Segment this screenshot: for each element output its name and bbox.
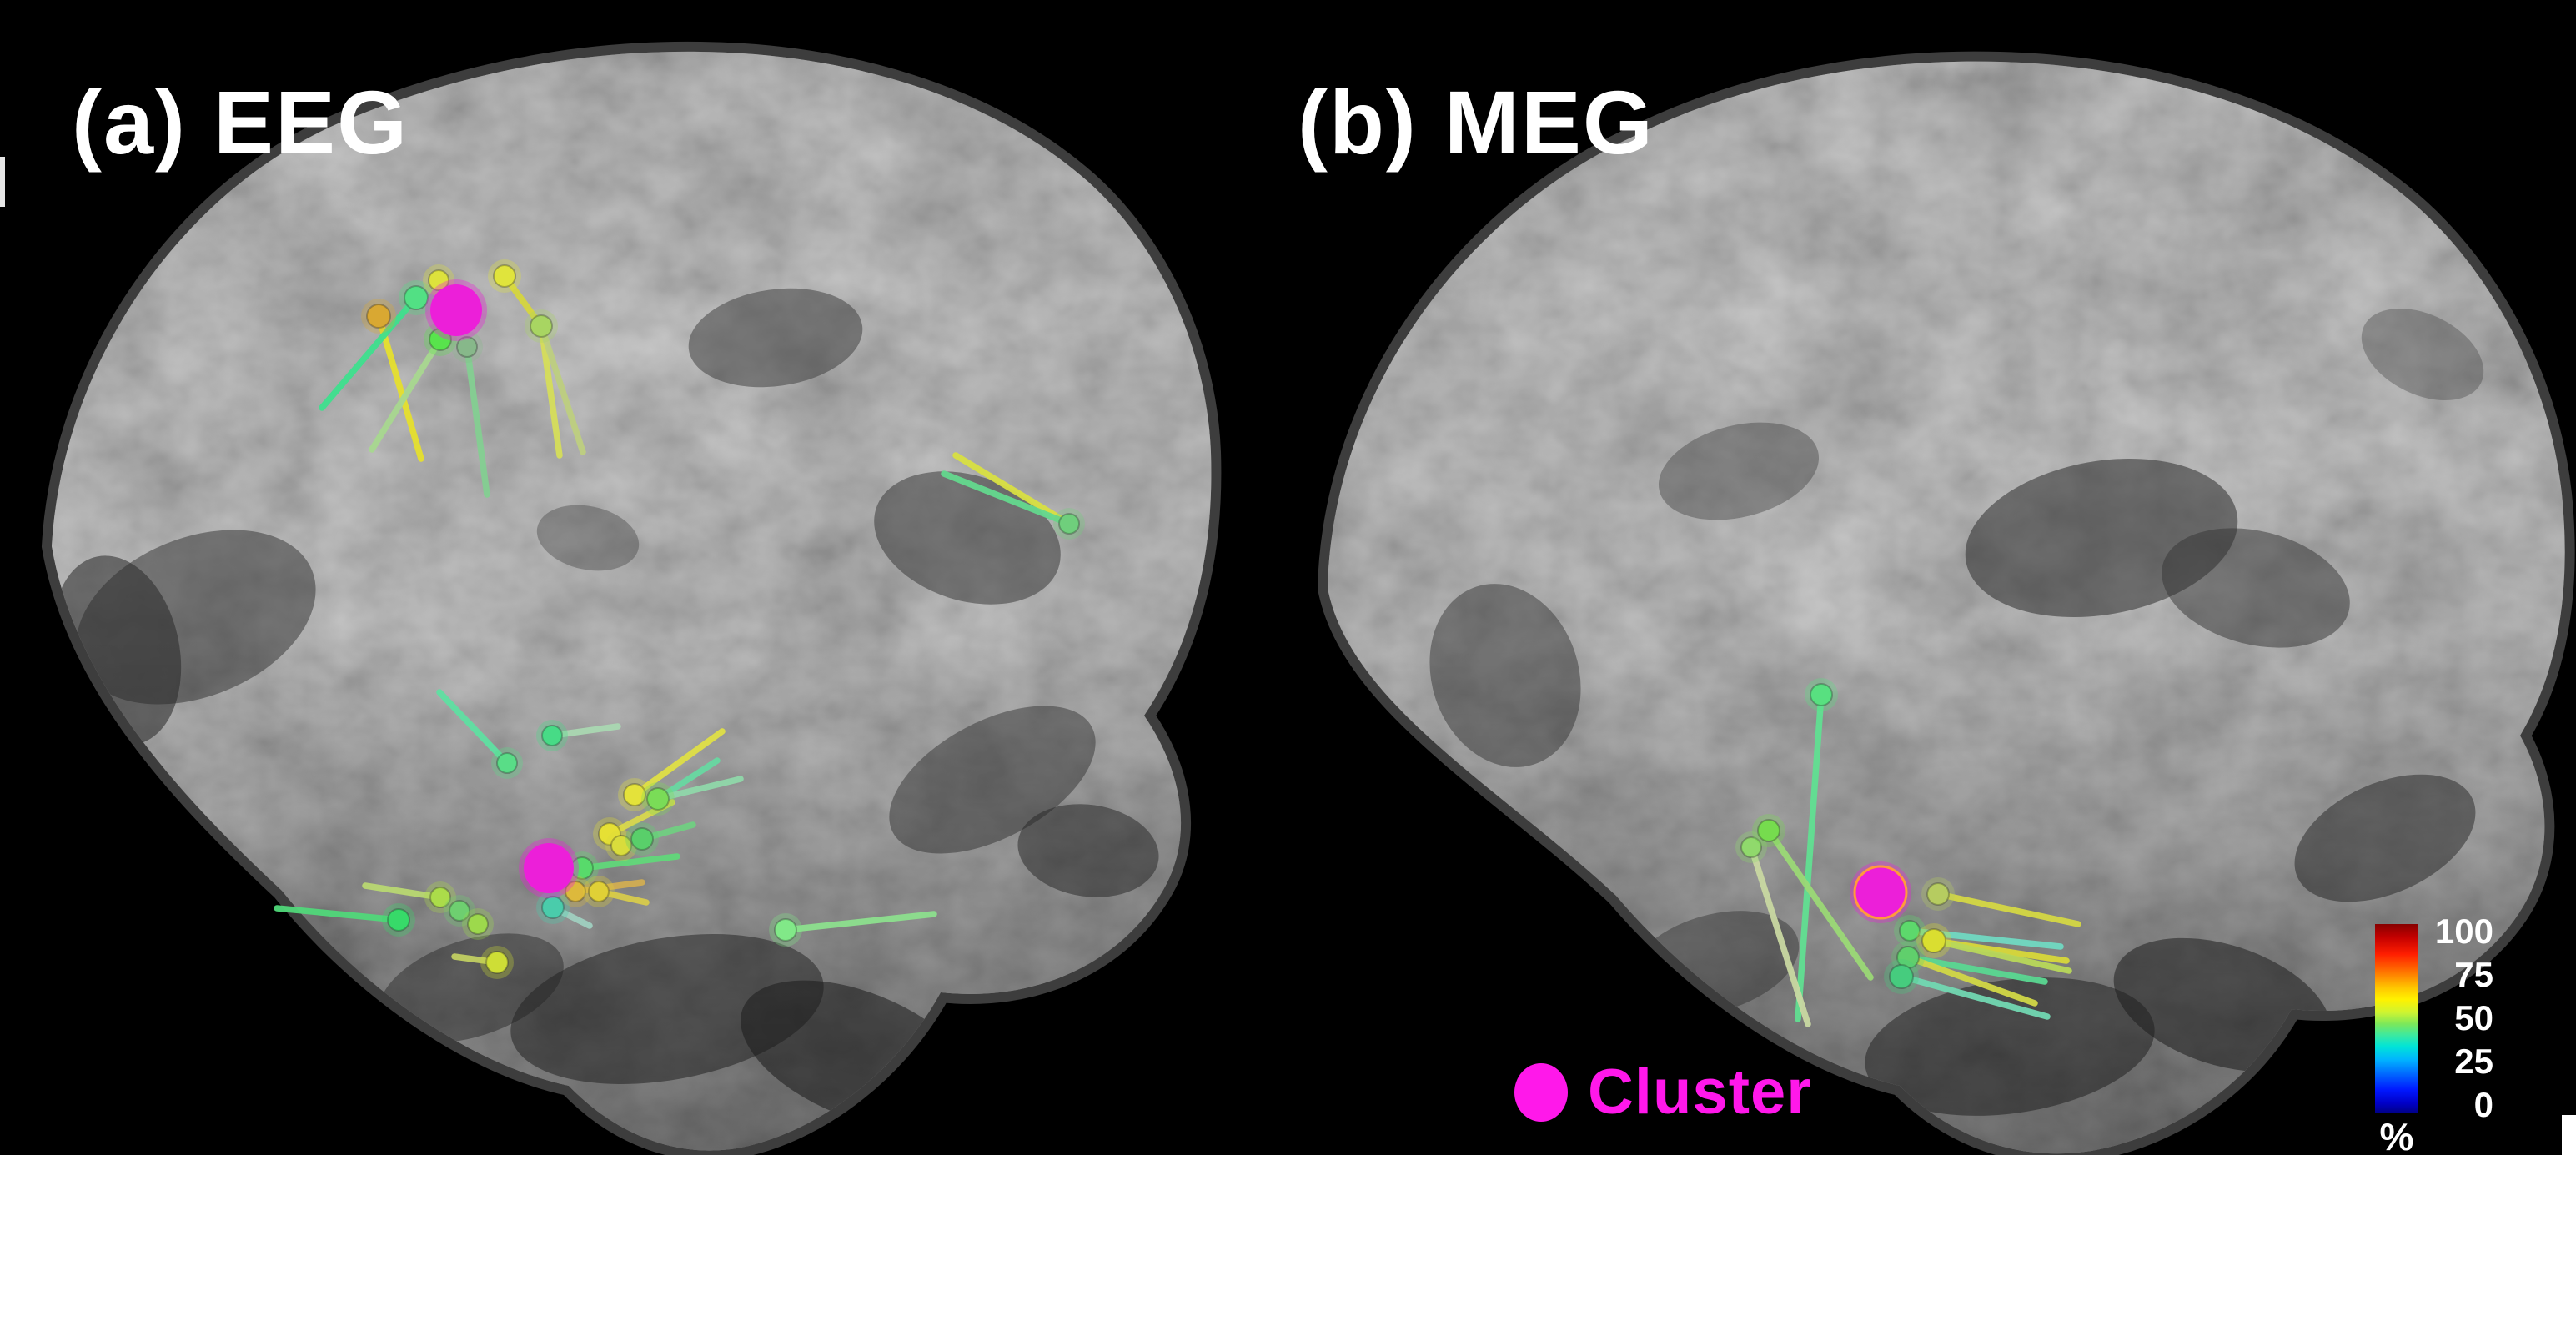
dipole-dot [774, 918, 797, 942]
dipole-dot [610, 835, 632, 856]
dipole-dot [1058, 513, 1080, 535]
dipole-tail [631, 728, 726, 798]
colorbar-unit: % [2379, 1115, 2414, 1158]
cluster-center [524, 843, 574, 893]
dipole-tail [375, 313, 424, 462]
dipole-dot [541, 896, 565, 919]
dipole-dot [429, 887, 451, 908]
dipole-tail [1748, 844, 1811, 1027]
dipole-tail [579, 853, 680, 871]
meg-dipole-layer [1735, 678, 2081, 1027]
dipole-tail [1935, 891, 2081, 927]
dipole-dot [530, 314, 553, 338]
colorbar-tick: 75 [2454, 955, 2493, 994]
dipole-tail [436, 689, 510, 766]
cluster-center [430, 284, 482, 336]
dipole-dot [1740, 836, 1762, 858]
dipole-tail [274, 905, 402, 923]
colorbar-gradient [2375, 924, 2418, 1113]
dipole-tail [1765, 827, 1874, 981]
dipole-tail [572, 879, 645, 895]
colorbar-tick: 50 [2454, 998, 2493, 1037]
dipole-dot [1757, 819, 1780, 842]
colorbar-tick: 100 [2434, 912, 2493, 951]
colorbar-tick: 25 [2454, 1042, 2493, 1081]
dipole-tail [1905, 954, 2048, 985]
dipole-tail [1898, 973, 2051, 1020]
dipole-dot [387, 908, 410, 932]
dipole-dot [1926, 882, 1950, 906]
dipole-tail [538, 323, 563, 459]
dipole-dot [646, 787, 670, 811]
dipole-tail [952, 452, 1072, 527]
colorbar-ticks: 100 75 50 25 0 [2427, 914, 2493, 1123]
dipole-dot [1921, 928, 1946, 953]
cluster-center [1853, 865, 1908, 920]
dipole-dot [1889, 964, 1914, 989]
dipole-dot [493, 264, 516, 288]
dipole-dot [1810, 683, 1833, 706]
dipole-tail [655, 757, 721, 802]
panel-label-eeg: (a) EEG [72, 72, 409, 173]
dipole-dot [623, 783, 646, 806]
dipole-dot [467, 913, 489, 935]
cluster-legend-label: Cluster [1588, 1057, 1812, 1128]
dipole-dot [485, 951, 509, 974]
dipole-tail [1795, 691, 1825, 1022]
dipole-dot [496, 752, 518, 774]
dipole-dot [630, 827, 654, 851]
cluster-legend: Cluster [1514, 1056, 1812, 1128]
dipole-dot [404, 285, 429, 310]
dipole-dot [456, 336, 478, 358]
gof-colorbar: 100 75 50 25 0 % [2375, 914, 2500, 1158]
colorbar-tick: 0 [2473, 1085, 2493, 1124]
dipole-dot [1899, 920, 1921, 942]
dipole-tail [319, 294, 419, 411]
scan-edge-artifact-right [2562, 1115, 2576, 1155]
dipole-tail [655, 776, 744, 802]
dipole-tail [941, 470, 1072, 527]
dipole-tail [549, 723, 621, 739]
dipole-tail [362, 882, 444, 901]
cluster-legend-dot [1514, 1062, 1568, 1122]
dipole-tail [369, 336, 444, 453]
dipole-dot [541, 725, 563, 746]
dipole-dot [565, 881, 586, 902]
dipole-dot [366, 304, 391, 329]
dipole-tail [1905, 954, 2038, 1007]
dipole-tail [464, 344, 490, 498]
dipole-dot [428, 269, 449, 291]
brain-scene [41, 41, 2575, 1164]
dipole-tail [1931, 937, 2072, 974]
panel-label-meg: (b) MEG [1298, 72, 1655, 173]
eeg-dipole-layer [274, 259, 1085, 979]
dipole-tail [538, 323, 586, 455]
figure-canvas: (a) EEG (b) MEG 100 75 50 25 0 % Cluster [0, 0, 2576, 1164]
caption-band: Figure 2: ECDs clustering method. Center… [0, 1155, 2576, 1326]
dipole-dot [449, 900, 470, 922]
dipole-dot [588, 881, 610, 902]
scan-edge-artifact-left [0, 157, 5, 207]
dipole-tail [782, 911, 937, 933]
